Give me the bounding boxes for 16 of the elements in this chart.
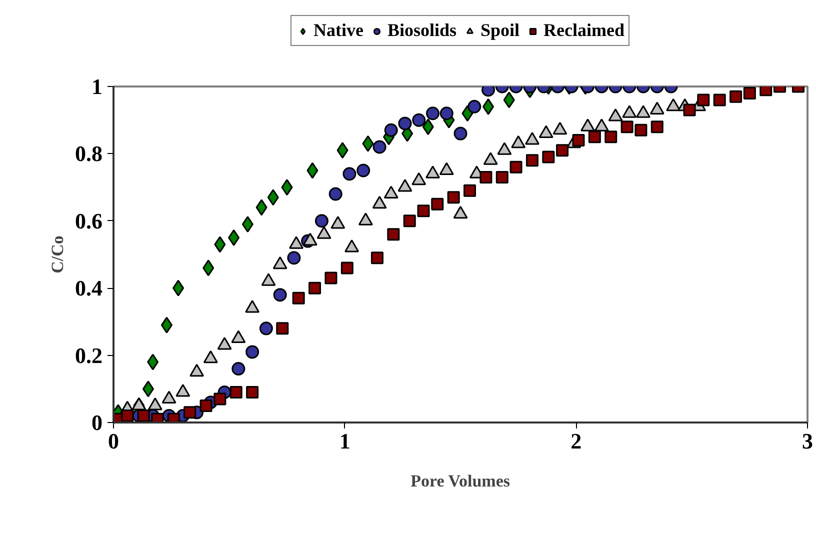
y-tick-label: 0 [92,410,102,435]
legend-label: Spoil [480,20,520,41]
y-tick-label: 0.6 [75,208,102,234]
y-tick-label: 1 [92,74,102,99]
x-tick-label: 1 [339,428,350,454]
legend-label: Reclaimed [544,20,625,41]
legend-label: Native [313,20,364,41]
x-tick-label: 0 [108,428,119,454]
legend-label: Biosolids [387,20,456,41]
x-tick-label: 2 [570,428,582,454]
y-tick-label: 0.2 [75,342,102,368]
x-axis-title: Pore Volumes [410,472,510,490]
y-axis-title: C/Co [48,236,67,274]
y-tick-label: 0.8 [75,141,102,166]
y-tick-label: 0.4 [75,276,102,301]
x-tick-label: 3 [802,428,813,454]
